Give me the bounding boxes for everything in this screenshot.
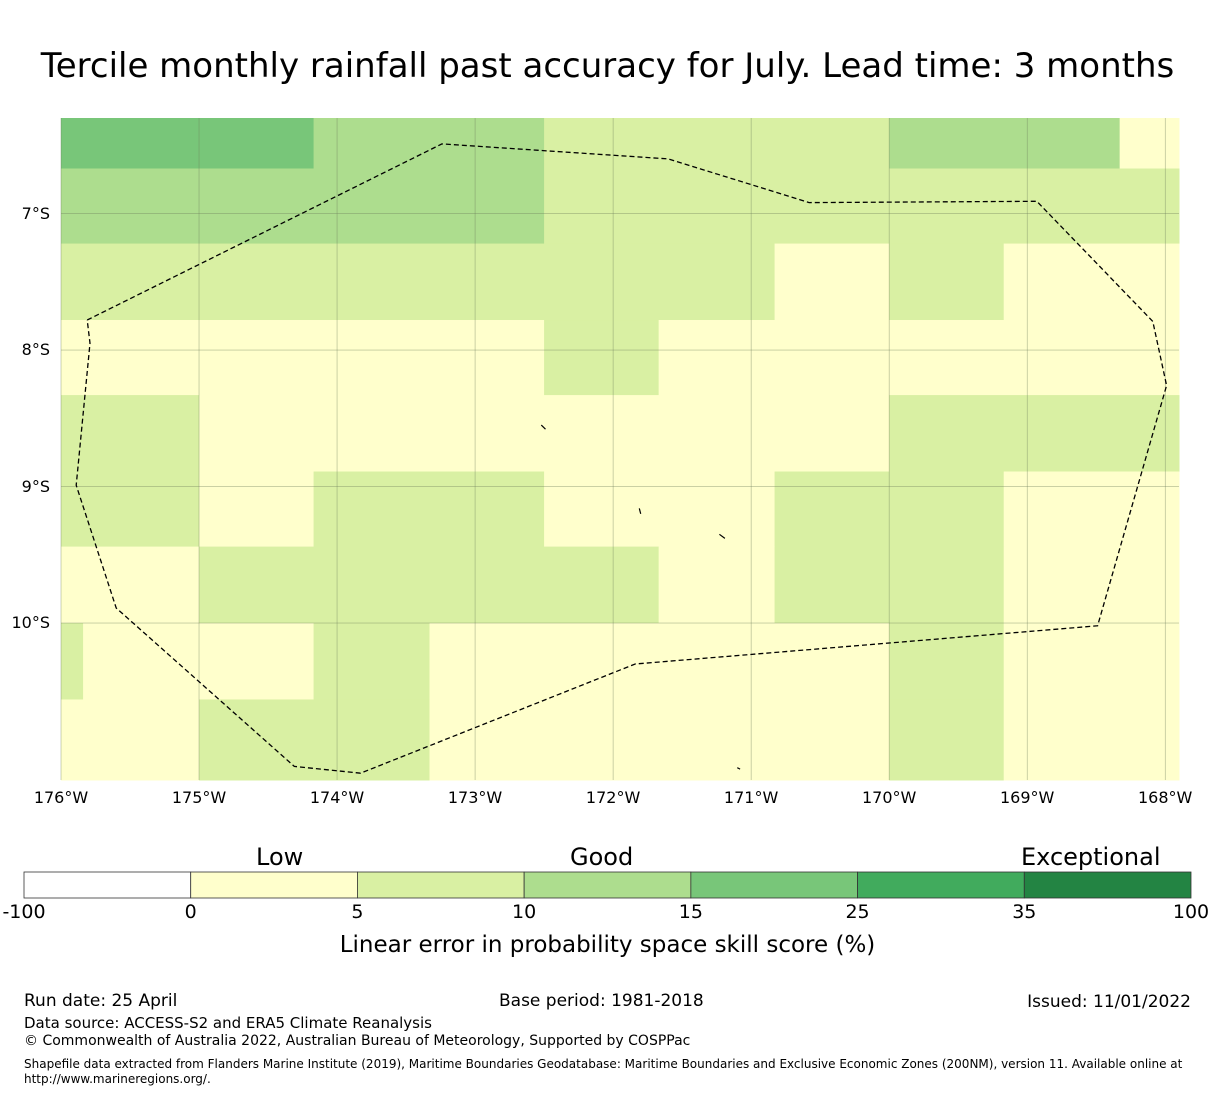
shapefile-credit-line1: Shapefile data extracted from Flanders M… <box>24 1057 1183 1071</box>
colorbar-bin <box>523 871 692 899</box>
skill-cell <box>61 699 200 781</box>
category-low: Low <box>256 843 304 871</box>
colorbar-tick: 100 <box>1172 901 1210 923</box>
skill-cell <box>313 118 545 170</box>
eez-boundary <box>75 143 1168 774</box>
colorbar-tick: 5 <box>351 901 364 923</box>
latitude-label: 10°S <box>11 613 50 633</box>
skill-grid-cells <box>61 118 1180 781</box>
skill-cell <box>61 471 200 548</box>
colorbar-bin <box>1023 871 1192 899</box>
copyright: © Commonwealth of Australia 2022, Austra… <box>24 1033 691 1049</box>
longitude-label: 171°W <box>723 788 779 807</box>
colorbar-tick: 35 <box>1012 901 1037 923</box>
longitude-label: 172°W <box>585 788 641 807</box>
latitude-label: 7°S <box>21 203 50 223</box>
longitude-label: 173°W <box>447 788 503 807</box>
shapefile-credit-line2: http://www.marineregions.org/. <box>24 1072 211 1086</box>
skill-cell <box>199 471 315 548</box>
data-source: Data source: ACCESS-S2 and ERA5 Climate … <box>24 1014 432 1032</box>
skill-cell <box>889 699 1005 781</box>
skill-cell <box>658 546 776 624</box>
skill-cell <box>1003 699 1180 781</box>
colorbar-bin <box>357 871 525 899</box>
longitude-label: 169°W <box>999 788 1055 807</box>
island-outline <box>540 424 546 430</box>
colorbar-tick: 15 <box>678 901 703 923</box>
category-good: Good <box>570 843 634 871</box>
colorbar-tick: 25 <box>845 901 870 923</box>
island-outline <box>737 767 741 770</box>
skill-cell <box>313 471 545 548</box>
skill-cell <box>1003 471 1180 548</box>
longitude-label: 175°W <box>171 788 227 807</box>
skill-cell <box>61 243 776 321</box>
skill-cell <box>61 118 315 170</box>
colorbar-bin <box>690 871 858 899</box>
skill-cell <box>199 699 431 781</box>
skill-cell <box>61 320 545 396</box>
colorbar-tick: 0 <box>184 901 197 923</box>
skill-cell <box>199 546 660 624</box>
skill-cell <box>61 168 545 245</box>
latitude-label: 9°S <box>21 476 50 496</box>
skill-cell <box>61 546 200 624</box>
skill-cell <box>1003 546 1180 624</box>
skill-cell <box>889 395 1180 473</box>
longitude-label: 176°W <box>33 788 89 807</box>
graticule <box>60 118 1179 780</box>
colorbar-tick: 10 <box>512 901 537 923</box>
latitude-label: 8°S <box>21 340 50 360</box>
issued-date: Issued: 11/01/2022 <box>1027 992 1191 1012</box>
category-exceptional: Exceptional <box>1021 843 1161 871</box>
skill-cell <box>199 395 890 473</box>
longitude-label: 168°W <box>1138 788 1193 807</box>
skill-cell <box>61 395 200 473</box>
skill-cell <box>544 320 660 396</box>
skill-map <box>60 118 1180 781</box>
colorbar-bin <box>190 871 358 899</box>
skill-cell <box>889 243 1005 321</box>
island-outline <box>719 533 726 539</box>
skill-cell <box>83 623 315 700</box>
run-date: Run date: 25 April <box>24 991 178 1011</box>
skill-cell <box>1003 243 1180 321</box>
colorbar-tick: -100 <box>2 901 46 923</box>
colorbar-title: Linear error in probability space skill … <box>339 932 876 958</box>
island-outline <box>638 508 642 514</box>
longitude-label: 170°W <box>861 788 917 807</box>
skill-cell <box>1003 623 1180 700</box>
colorbar-bin <box>23 871 192 899</box>
island-outlines <box>540 424 741 770</box>
skill-cell <box>774 243 890 321</box>
skill-cell <box>544 168 1180 245</box>
skill-cell <box>429 699 890 781</box>
skill-cell <box>61 623 84 700</box>
skill-cell <box>889 623 1005 700</box>
map-title: Tercile monthly rainfall past accuracy f… <box>40 46 1175 86</box>
skill-cell <box>313 623 431 700</box>
skill-cell <box>1119 118 1180 170</box>
skill-cell <box>889 118 1121 170</box>
colorbar-bin <box>857 871 1025 899</box>
longitude-label: 174°W <box>309 788 365 807</box>
colorbar <box>23 871 1192 899</box>
base-period: Base period: 1981-2018 <box>499 991 704 1011</box>
skill-cell <box>544 118 890 170</box>
skill-cell <box>544 471 776 548</box>
skill-cell <box>658 320 1180 396</box>
